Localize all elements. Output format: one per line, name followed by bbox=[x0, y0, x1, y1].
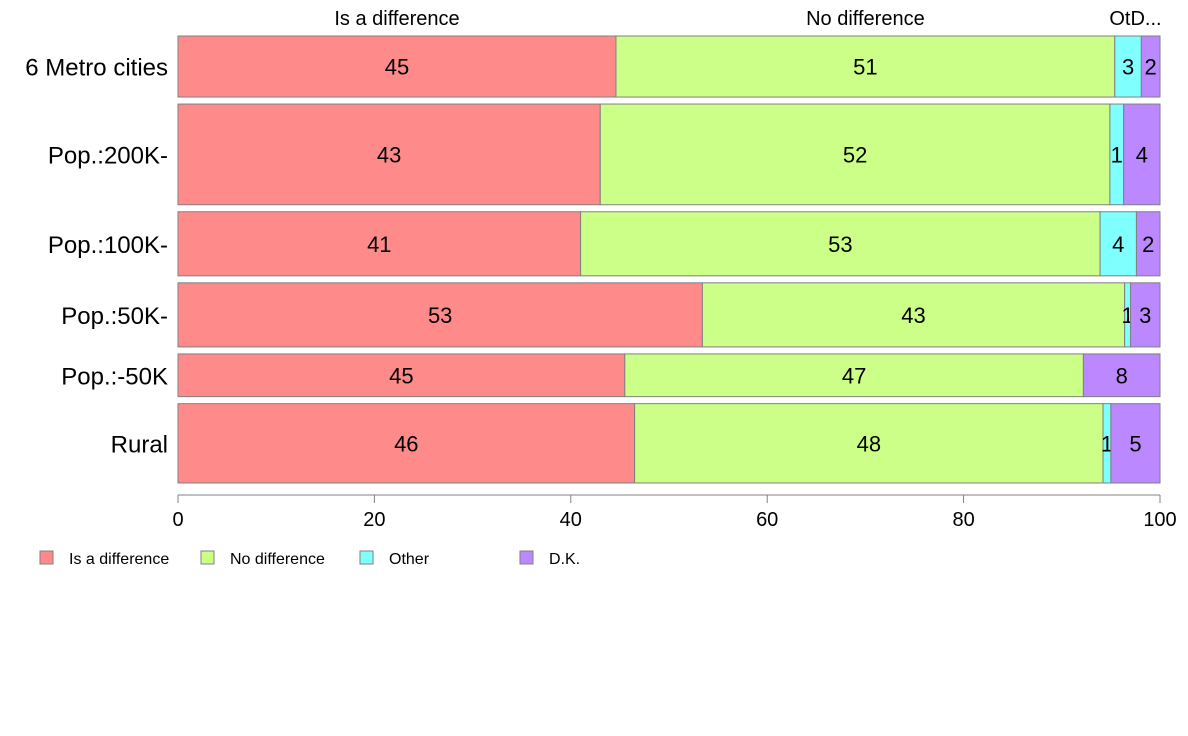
bar-segment bbox=[1114, 35, 1142, 98]
bar-value-label: 46 bbox=[394, 431, 418, 456]
bar-value-label: 51 bbox=[853, 55, 877, 80]
bar-value-label: 1 bbox=[1111, 142, 1123, 167]
category-label: 6 Metro cities bbox=[25, 55, 168, 82]
bar-segment bbox=[634, 403, 1104, 484]
bar-row: 41 53 4 2 bbox=[177, 211, 1161, 277]
bar-value-label: 53 bbox=[828, 232, 852, 257]
legend-label: D.K. bbox=[549, 551, 580, 568]
bar-segment bbox=[1140, 35, 1161, 98]
bar-value-label: 47 bbox=[842, 363, 866, 388]
top-label-1: No difference bbox=[806, 8, 925, 30]
bar-value-label: 45 bbox=[389, 363, 413, 388]
bar-value-label: 3 bbox=[1122, 55, 1134, 80]
bar-value-label: 43 bbox=[901, 303, 925, 328]
bar-segment bbox=[1110, 403, 1161, 484]
bar-row: 53 43 1 3 bbox=[177, 282, 1161, 348]
legend-item: Other bbox=[359, 550, 430, 568]
legend-swatch bbox=[200, 550, 215, 565]
category-label: Pop.:200K- bbox=[48, 142, 168, 169]
legend-swatch bbox=[359, 550, 374, 565]
legend: Is a difference No difference Other D.K. bbox=[39, 550, 580, 568]
bar-segment bbox=[624, 353, 1084, 398]
category-label: Pop.:100K- bbox=[48, 232, 168, 259]
bar-row: 45 51 3 2 bbox=[177, 35, 1161, 98]
x-tick-label: 20 bbox=[363, 509, 385, 531]
bar-segment bbox=[701, 282, 1126, 348]
bar-segment bbox=[599, 103, 1111, 206]
legend-item: Is a difference bbox=[39, 550, 169, 568]
bar-row: 46 48 1 5 bbox=[177, 403, 1161, 484]
legend-item: No difference bbox=[200, 550, 325, 568]
category-label: Pop.:-50K bbox=[61, 363, 168, 390]
bar-segment bbox=[177, 353, 626, 398]
legend-label: Is a difference bbox=[69, 551, 169, 568]
bar-segment bbox=[615, 35, 1116, 98]
bar-row: 45 47 8 bbox=[177, 353, 1161, 398]
y-axis-labels: 6 Metro cities Pop.:200K- Pop.:100K- Pop.:5… bbox=[25, 55, 168, 459]
legend-label: Other bbox=[389, 551, 430, 568]
bar-segment bbox=[1130, 282, 1161, 348]
category-label: Pop.:50K- bbox=[61, 303, 168, 330]
x-tick-label: 80 bbox=[952, 509, 974, 531]
bar-value-label: 41 bbox=[367, 232, 391, 257]
bar-segment bbox=[1123, 103, 1161, 206]
bar-segment bbox=[580, 211, 1101, 277]
bar-segment bbox=[177, 403, 636, 484]
bar-segment bbox=[177, 282, 703, 348]
bar-value-label: 3 bbox=[1139, 303, 1151, 328]
x-tick-label: 100 bbox=[1143, 509, 1176, 531]
x-tick-label: 60 bbox=[756, 509, 778, 531]
bar-segment bbox=[177, 211, 582, 277]
legend-label: No difference bbox=[230, 551, 325, 568]
bar-value-label: 45 bbox=[385, 55, 409, 80]
bar-value-label: 1 bbox=[1101, 431, 1113, 456]
x-axis: 0 20 40 60 80 100 bbox=[172, 494, 1177, 531]
legend-swatch bbox=[39, 550, 54, 565]
bar-segment bbox=[177, 103, 601, 206]
top-label-2: OtD... bbox=[1109, 8, 1161, 30]
bar-value-label: 2 bbox=[1142, 232, 1154, 257]
bar-value-label: 4 bbox=[1112, 232, 1124, 257]
bar-segment bbox=[177, 35, 617, 98]
category-label: Rural bbox=[111, 431, 168, 458]
bar-value-label: 8 bbox=[1116, 363, 1128, 388]
bars: 45 51 3 243 52 1 441 53 4 253 43 1 345 47 846 48 1 5 bbox=[177, 35, 1161, 484]
bar-row: 43 52 1 4 bbox=[177, 103, 1161, 206]
bar-value-label: 43 bbox=[377, 142, 401, 167]
bar-value-label: 48 bbox=[857, 431, 881, 456]
bar-segment bbox=[1099, 211, 1137, 277]
x-tick-label: 0 bbox=[172, 509, 183, 531]
bar-segment bbox=[1082, 353, 1161, 398]
legend-item: D.K. bbox=[519, 550, 580, 568]
top-category-labels: Is a difference No difference OtD... bbox=[334, 8, 1161, 30]
bar-value-label: 4 bbox=[1136, 142, 1148, 167]
bar-value-label: 52 bbox=[843, 142, 867, 167]
top-label-0: Is a difference bbox=[334, 8, 459, 30]
x-tick-label: 40 bbox=[560, 509, 582, 531]
legend-swatch bbox=[519, 550, 534, 565]
bar-value-label: 2 bbox=[1145, 55, 1157, 80]
bar-value-label: 53 bbox=[428, 303, 452, 328]
bar-value-label: 5 bbox=[1129, 431, 1141, 456]
bar-segment bbox=[1135, 211, 1161, 277]
